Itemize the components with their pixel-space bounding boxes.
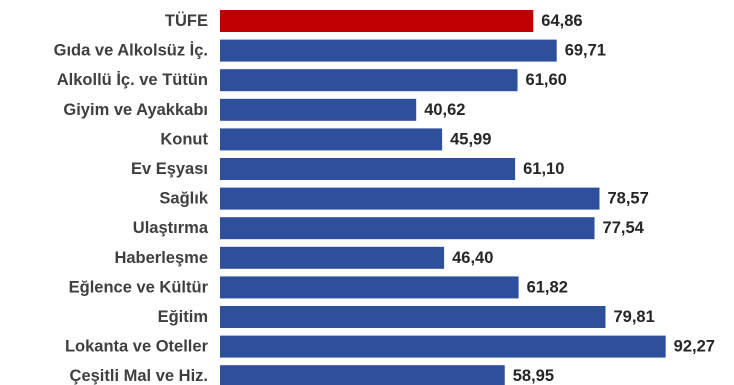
category-label-gida-ve-alkolsuz-ic: Gıda ve Alkolsüz İç. bbox=[54, 42, 208, 60]
bar-ev-esyasi bbox=[220, 158, 516, 180]
value-label-alkollu-ic-ve-tutun: 61,60 bbox=[526, 71, 567, 89]
bar-egitim bbox=[220, 306, 606, 328]
category-label-lokanta-ve-oteller: Lokanta ve Oteller bbox=[65, 338, 209, 356]
category-label-alkollu-ic-ve-tutun: Alkollü İç. ve Tütün bbox=[57, 71, 208, 89]
value-label-saglik: 78,57 bbox=[607, 190, 648, 208]
category-label-ev-esyasi: Ev Eşyası bbox=[131, 160, 208, 178]
value-label-haberlesme: 46,40 bbox=[452, 249, 493, 267]
bar-lokanta-ve-oteller bbox=[220, 335, 666, 358]
category-label-egitim: Eğitim bbox=[158, 308, 208, 326]
value-label-giyim-ve-ayakkabi: 40,62 bbox=[424, 101, 465, 119]
bar-saglik bbox=[220, 187, 600, 210]
category-label-ulastirma: Ulaştırma bbox=[133, 219, 209, 237]
bar-konut bbox=[220, 128, 443, 151]
value-label-lokanta-ve-oteller: 92,27 bbox=[674, 338, 715, 356]
value-label-gida-ve-alkolsuz-ic: 69,71 bbox=[565, 42, 606, 60]
value-label-tufe: 64,86 bbox=[541, 12, 582, 30]
category-label-saglik: Sağlık bbox=[159, 190, 208, 208]
category-label-cesitli-mal-ve-hiz: Çeşitli Mal ve Hiz. bbox=[70, 367, 208, 385]
value-label-ev-esyasi: 61,10 bbox=[523, 160, 564, 178]
value-label-konut: 45,99 bbox=[450, 130, 491, 148]
value-label-cesitli-mal-ve-hiz: 58,95 bbox=[513, 367, 554, 385]
value-label-ulastirma: 77,54 bbox=[603, 219, 645, 237]
bar-alkollu-ic-ve-tutun bbox=[220, 69, 518, 92]
value-label-egitim: 79,81 bbox=[613, 308, 654, 326]
category-label-haberlesme: Haberleşme bbox=[114, 249, 208, 267]
value-label-eglence-ve-kultur: 61,82 bbox=[527, 278, 568, 296]
bar-giyim-ve-ayakkabi bbox=[220, 98, 417, 121]
category-label-tufe: TÜFE bbox=[165, 11, 208, 30]
bar-eglence-ve-kultur bbox=[220, 276, 519, 299]
bar-ulastirma bbox=[220, 217, 595, 240]
bar-gida-ve-alkolsuz-ic bbox=[220, 39, 557, 62]
category-label-eglence-ve-kultur: Eğlence ve Kültür bbox=[69, 278, 209, 296]
category-label-giyim-ve-ayakkabi: Giyim ve Ayakkabı bbox=[63, 101, 208, 119]
bar-haberlesme bbox=[220, 246, 445, 269]
category-label-konut: Konut bbox=[160, 130, 208, 148]
bar-cesitli-mal-ve-hiz bbox=[220, 365, 505, 385]
bar-tufe bbox=[220, 10, 534, 32]
